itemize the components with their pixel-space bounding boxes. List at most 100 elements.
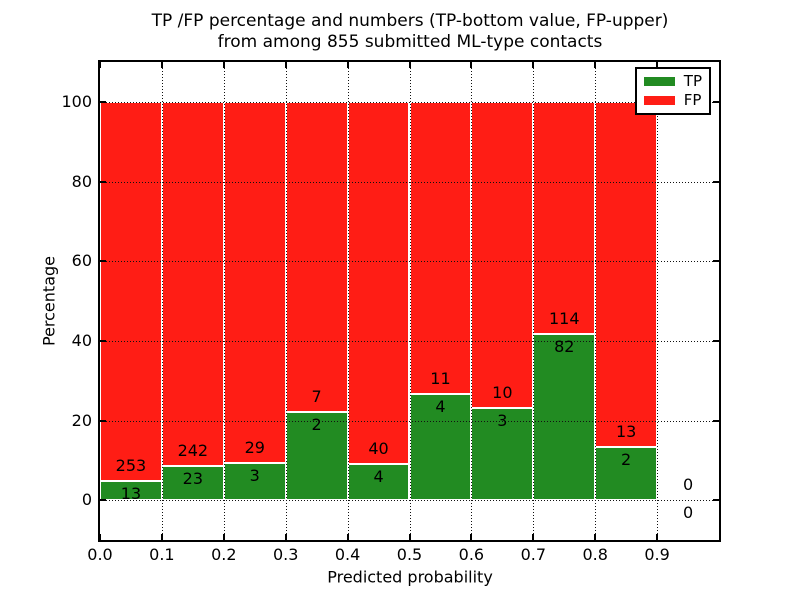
legend-row-tp: TP [643,72,702,91]
bar-tp-segment [100,480,162,501]
x-tickmark [532,534,535,540]
bar-fp-segment [223,101,286,463]
bar-fp-segment [471,101,534,409]
legend-swatch-tp [643,77,675,86]
y-tick-label: 60 [71,251,92,271]
x-tickmark [408,62,411,68]
x-tick-label: 0.8 [582,545,608,564]
x-tick-label: 0.1 [149,545,175,564]
horizontal-gridline [100,500,719,502]
x-tick-label: 0.2 [211,545,237,564]
x-tick-label: 0.9 [644,545,670,564]
x-tickmark [160,62,163,68]
y-tickmark [100,100,106,103]
legend-row-fp: FP [643,91,702,110]
horizontal-gridline [100,261,719,263]
y-tickmark [713,260,719,263]
fp-count-label: 253 [115,455,147,475]
y-tick-label: 80 [71,171,92,191]
x-tickmark [284,62,287,68]
bar-fp-segment [100,101,162,481]
fp-count-label: 10 [492,383,513,403]
y-tickmark [713,180,719,183]
bar-fp-segment [595,101,658,448]
x-tickmark [594,534,597,540]
fp-count-label: 7 [311,386,322,406]
vertical-gridline [161,62,163,540]
vertical-gridline [533,62,535,540]
x-tickmark [470,534,473,540]
x-tick-label: 0.5 [396,545,423,564]
x-axis-label: Predicted probability [327,567,493,587]
vertical-gridline [347,62,349,540]
legend: TP FP [634,67,711,115]
bar-fp-segment [533,101,596,334]
y-tick-label: 40 [71,330,92,350]
x-tickmark [222,62,225,68]
x-tickmark [408,534,411,540]
y-tickmark [713,419,719,422]
bar-tp-segment [595,447,658,501]
tp-count-label: 3 [249,465,260,485]
fp-count-label: 114 [548,308,580,328]
vertical-gridline [223,62,225,540]
y-tickmark [100,499,106,502]
x-tickmark [222,534,225,540]
bar-fp-segment [285,101,348,412]
bar-tp-segment [161,465,224,501]
tp-count-label: 2 [311,414,322,434]
y-tick-label: 100 [61,91,92,111]
x-tick-label: 0.7 [520,545,547,564]
tp-count-label: 0 [682,503,694,523]
y-tick-label: 20 [71,410,92,430]
vertical-gridline [409,62,411,540]
vertical-gridline [657,62,659,540]
bar-fp-segment [161,101,224,466]
x-tickmark [656,534,659,540]
chart-title-line1: TP /FP percentage and numbers (TP-bottom… [151,11,669,31]
y-tickmark [713,499,719,502]
horizontal-gridline [100,420,719,422]
y-tickmark [713,339,719,342]
x-tickmark [346,62,349,68]
fp-count-label: 11 [430,368,451,388]
fp-count-label: 13 [615,422,637,442]
horizontal-gridline [100,181,719,183]
x-tick-label: 0.0 [87,545,113,564]
horizontal-gridline [100,101,719,103]
y-tickmark [100,419,106,422]
x-tickmark [160,534,163,540]
x-tickmark [284,534,287,540]
x-tickmark [99,534,101,540]
fp-count-label: 29 [244,437,265,457]
y-tickmark [713,100,719,103]
y-tickmark [100,180,106,183]
tp-count-label: 4 [373,466,384,486]
chart-title-line2: from among 855 submitted ML-type contact… [217,32,603,52]
bar-fp-segment [347,101,410,464]
tp-count-label: 13 [120,483,142,503]
fp-count-label: 40 [368,438,389,458]
bar-tp-segment [285,411,348,501]
vertical-gridline [285,62,287,540]
bar-tp-segment [533,333,596,501]
legend-label-fp: FP [683,91,702,109]
fp-count-label: 242 [177,440,209,460]
bar-tp-segment [223,462,286,501]
tp-count-label: 3 [497,411,508,431]
horizontal-gridline [100,340,719,342]
x-tickmark [99,62,101,68]
x-tick-label: 0.6 [458,545,485,564]
vertical-gridline [471,62,473,540]
tp-count-label: 82 [554,336,575,356]
x-tick-label: 0.3 [272,545,299,564]
x-tickmark [532,62,535,68]
x-tickmark [470,62,473,68]
legend-swatch-fp [643,96,675,105]
x-tick-label: 0.4 [334,545,361,564]
plot-area: TP FP 253 13 242 23 29 3 7 2 40 4 11 4 10 3 114 82 13 2 0 0 [98,60,721,542]
legend-label-tp: TP [683,72,702,90]
y-tickmark [100,260,106,263]
bar-fp-segment [409,101,472,394]
